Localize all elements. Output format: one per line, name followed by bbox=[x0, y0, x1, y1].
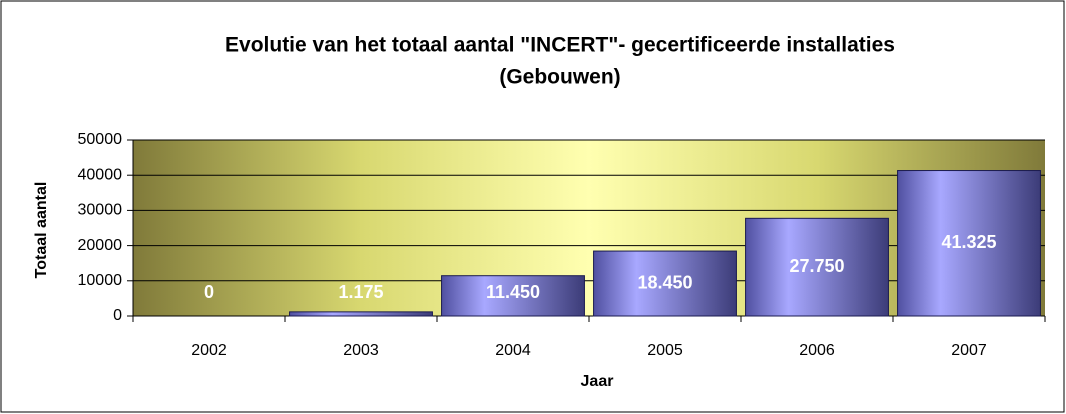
chart-title: Evolutie van het totaal aantal "INCERT"-… bbox=[225, 34, 895, 57]
chart-title: (Gebouwen) bbox=[499, 66, 620, 89]
x-tick-label: 2004 bbox=[495, 342, 531, 359]
bar bbox=[289, 311, 433, 317]
data-label: 27.750 bbox=[789, 256, 844, 276]
y-axis-title: Totaal aantal bbox=[33, 182, 50, 279]
bar bbox=[897, 170, 1041, 317]
y-tick-label: 20000 bbox=[78, 237, 123, 254]
bar bbox=[441, 275, 585, 317]
x-tick-label: 2002 bbox=[191, 342, 227, 359]
data-label: 11.450 bbox=[486, 282, 540, 302]
data-label: 18.450 bbox=[637, 272, 692, 292]
bar bbox=[745, 217, 889, 317]
x-tick-label: 2005 bbox=[647, 342, 683, 359]
y-tick-label: 10000 bbox=[78, 272, 123, 289]
plot-area bbox=[133, 140, 1045, 316]
data-label: 1.175 bbox=[338, 282, 383, 302]
bar bbox=[593, 250, 737, 317]
data-label: 41.325 bbox=[941, 232, 996, 252]
x-tick-label: 2007 bbox=[951, 342, 987, 359]
x-tick-label: 2003 bbox=[343, 342, 379, 359]
y-tick-label: 0 bbox=[113, 307, 122, 324]
y-tick-label: 30000 bbox=[78, 202, 123, 219]
y-tick-label: 40000 bbox=[78, 166, 123, 183]
y-tick-label: 50000 bbox=[78, 131, 123, 148]
x-axis-title: Jaar bbox=[581, 373, 614, 390]
data-label: 0 bbox=[204, 282, 214, 302]
x-tick-label: 2006 bbox=[799, 342, 835, 359]
